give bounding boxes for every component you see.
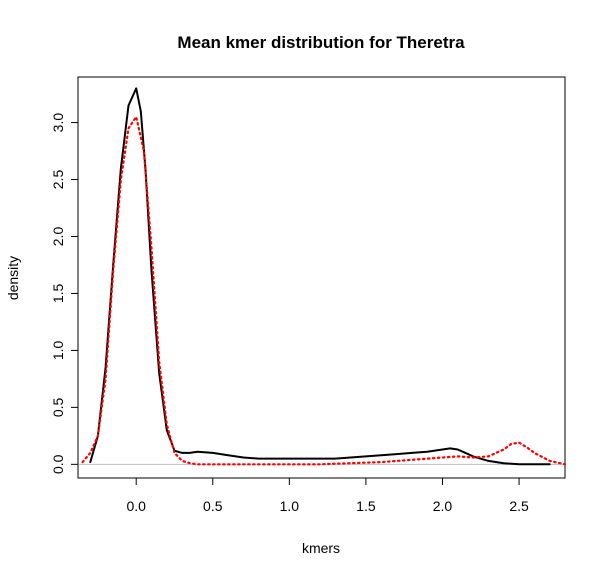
- y-tick-label: 2.0: [50, 227, 66, 247]
- series-line-2: [81, 115, 567, 466]
- y-tick-label: 1.0: [50, 340, 66, 360]
- y-tick-label: 1.5: [50, 283, 66, 303]
- y-axis-label: density: [5, 256, 21, 300]
- y-tick-label: 2.5: [50, 170, 66, 190]
- x-tick-label: 1.0: [280, 498, 300, 514]
- x-axis: 0.0 0.5 1.0 1.5 2.0 2.5: [126, 477, 529, 514]
- y-tick-label: 3.0: [50, 113, 66, 133]
- x-tick-label: 1.5: [356, 498, 376, 514]
- x-tick-label: 0.5: [203, 498, 223, 514]
- y-tick-label: 0.5: [50, 397, 66, 417]
- y-tick-label: 0.0: [50, 454, 66, 474]
- x-tick-label: 0.0: [126, 498, 146, 514]
- x-tick-label: 2.5: [509, 498, 529, 514]
- y-axis: 0.0 0.5 1.0 1.5 2.0 2.5 3.0: [50, 113, 79, 474]
- series-line-1: [89, 87, 551, 466]
- series-layer: [81, 87, 567, 466]
- x-tick-label: 2.0: [433, 498, 453, 514]
- x-axis-label: kmers: [302, 540, 340, 556]
- chart-title: Mean kmer distribution for Theretra: [177, 33, 465, 52]
